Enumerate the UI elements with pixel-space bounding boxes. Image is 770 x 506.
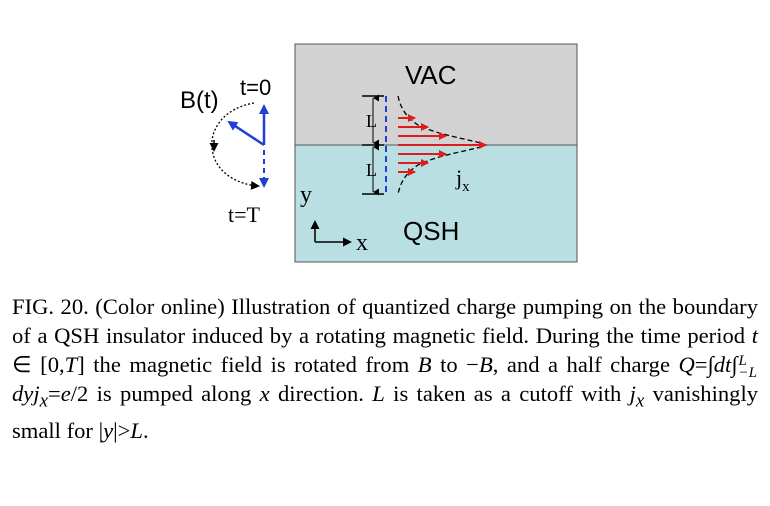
- bt-label: B(t): [180, 87, 219, 114]
- cutoff-label-top: L: [366, 111, 377, 131]
- cutoff-label-bottom: L: [366, 160, 377, 180]
- field-vector-rotated: [229, 122, 264, 145]
- figure-number: FIG. 20.: [12, 294, 89, 319]
- qsh-label: QSH: [403, 216, 459, 246]
- axis-x-label: x: [356, 230, 368, 256]
- tT-label: t=T: [228, 202, 261, 227]
- axis-y-label: y: [300, 182, 312, 208]
- figure-illustration: VAC QSH L L jx y x B(t) t=0 t=T: [0, 0, 770, 290]
- rotation-arc: [212, 103, 258, 186]
- vac-label: VAC: [405, 60, 457, 90]
- figure-caption: FIG. 20. (Color online) Illustration of …: [12, 292, 758, 445]
- t0-label: t=0: [240, 75, 271, 100]
